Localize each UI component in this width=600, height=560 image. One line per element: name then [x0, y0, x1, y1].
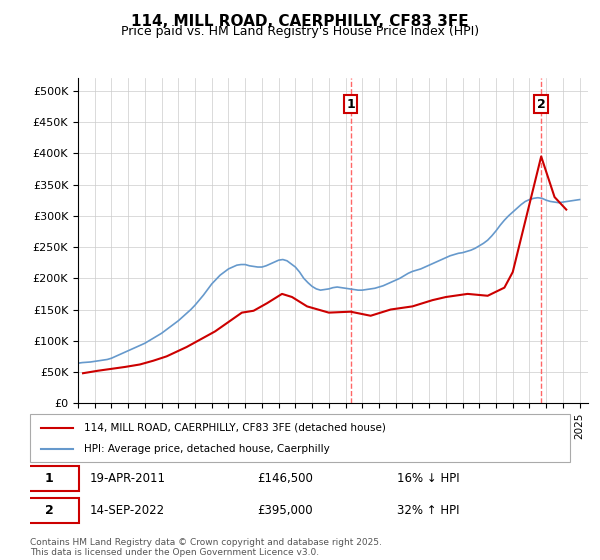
- Text: 1: 1: [346, 98, 355, 111]
- FancyBboxPatch shape: [19, 498, 79, 523]
- Text: 114, MILL ROAD, CAERPHILLY, CF83 3FE (detached house): 114, MILL ROAD, CAERPHILLY, CF83 3FE (de…: [84, 423, 386, 433]
- Text: 2: 2: [44, 504, 53, 517]
- Text: Price paid vs. HM Land Registry's House Price Index (HPI): Price paid vs. HM Land Registry's House …: [121, 25, 479, 38]
- Text: HPI: Average price, detached house, Caerphilly: HPI: Average price, detached house, Caer…: [84, 444, 330, 454]
- Text: £395,000: £395,000: [257, 504, 313, 517]
- Text: 32% ↑ HPI: 32% ↑ HPI: [397, 504, 460, 517]
- Text: 19-APR-2011: 19-APR-2011: [89, 472, 166, 486]
- FancyBboxPatch shape: [30, 414, 570, 462]
- Text: Contains HM Land Registry data © Crown copyright and database right 2025.
This d: Contains HM Land Registry data © Crown c…: [30, 538, 382, 557]
- Text: 16% ↓ HPI: 16% ↓ HPI: [397, 472, 460, 486]
- Text: 2: 2: [537, 98, 545, 111]
- Text: 1: 1: [44, 472, 53, 486]
- Text: £146,500: £146,500: [257, 472, 313, 486]
- FancyBboxPatch shape: [19, 466, 79, 491]
- Text: 114, MILL ROAD, CAERPHILLY, CF83 3FE: 114, MILL ROAD, CAERPHILLY, CF83 3FE: [131, 14, 469, 29]
- Text: 14-SEP-2022: 14-SEP-2022: [89, 504, 164, 517]
